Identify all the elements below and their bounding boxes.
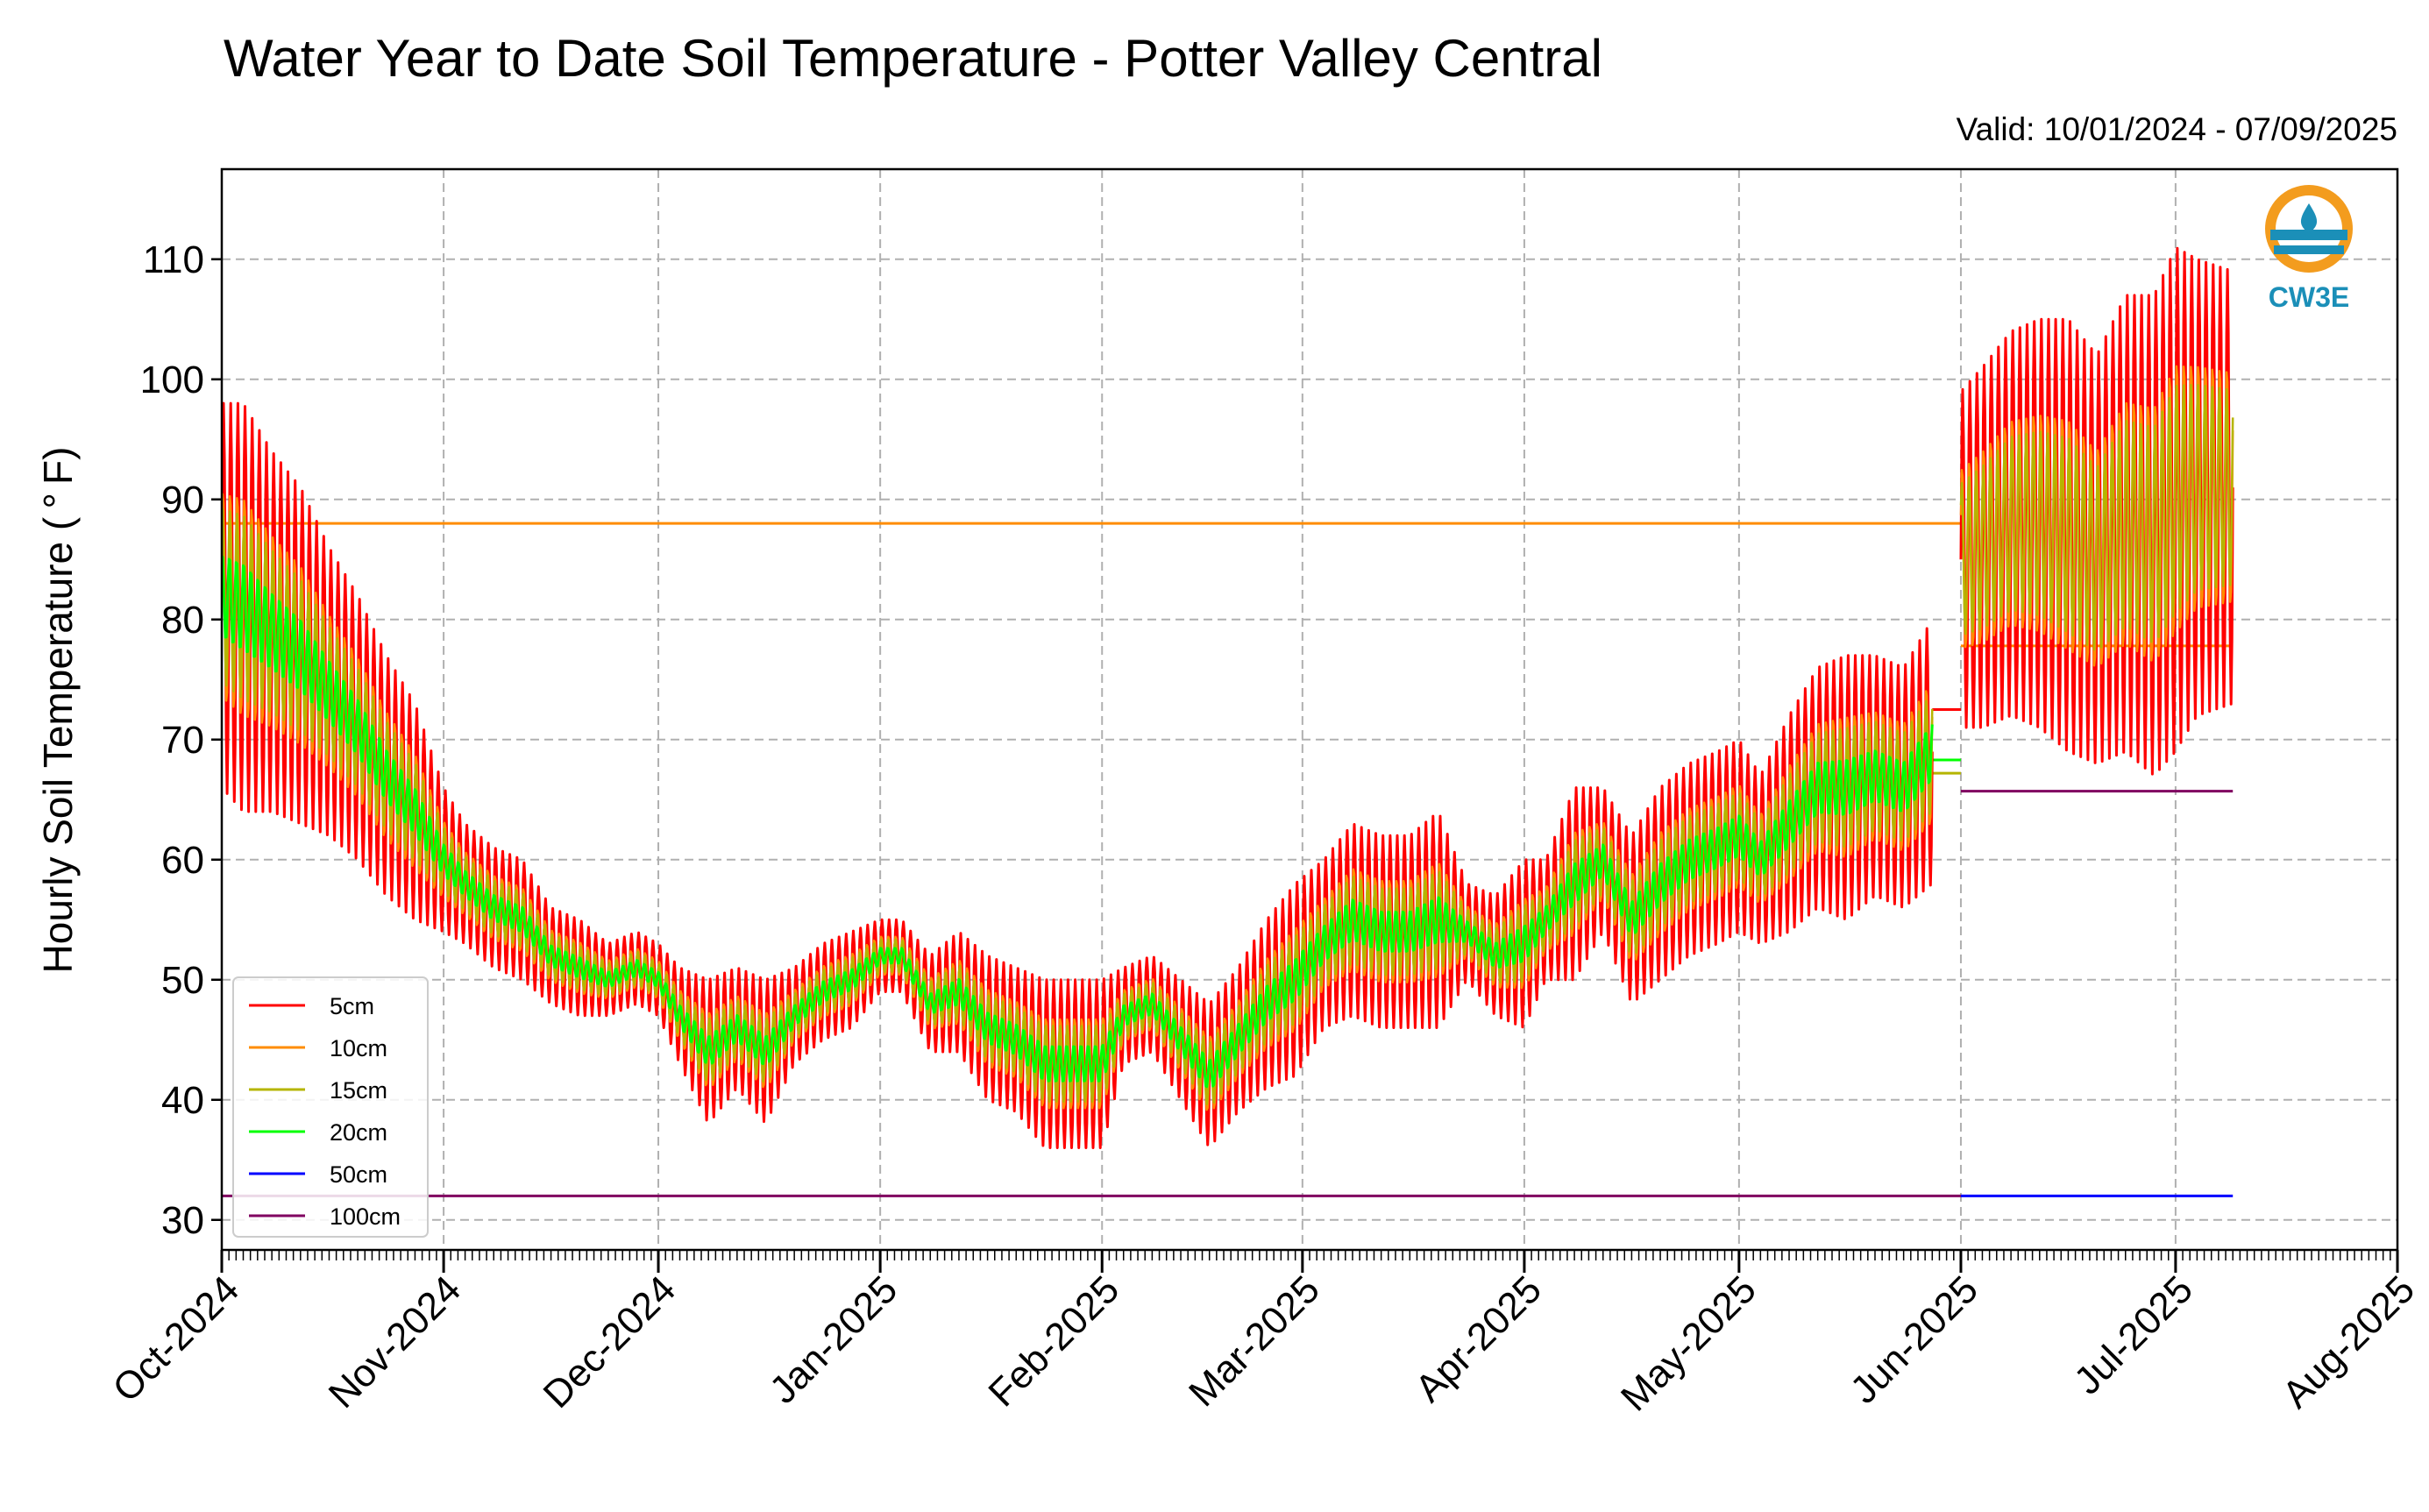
- x-tick-label: Nov-2024: [321, 1267, 470, 1416]
- x-tick-label: Jul-2025: [2066, 1267, 2201, 1402]
- legend-label-15cm: 15cm: [330, 1077, 387, 1104]
- x-tick-label: Jan-2025: [762, 1267, 906, 1411]
- legend: 5cm 10cm 15cm 20cm 50cm 100cm: [232, 976, 429, 1238]
- x-tick-label: Oct-2024: [104, 1267, 247, 1410]
- logo-wave-icon-2: [2274, 245, 2344, 254]
- x-axis: Oct-2024 Nov-2024 Dec-2024 Jan-2025 Feb-2025…: [104, 1250, 2423, 1419]
- x-tick-label: Dec-2024: [536, 1267, 685, 1416]
- y-tick-label: 50: [161, 959, 204, 1002]
- x-tick-label: May-2025: [1613, 1267, 1765, 1419]
- logo-drop-icon: [2300, 203, 2318, 233]
- legend-box: [232, 976, 429, 1238]
- y-tick-label: 100: [140, 358, 204, 401]
- logo-wave-icon: [2270, 230, 2347, 240]
- y-tick-label: 90: [161, 479, 204, 522]
- legend-label-20cm: 20cm: [330, 1119, 387, 1146]
- legend-label-100cm: 100cm: [330, 1203, 401, 1230]
- y-tick-label: 40: [161, 1079, 204, 1122]
- legend-label-50cm: 50cm: [330, 1161, 387, 1188]
- cw3e-logo: CW3E: [2265, 185, 2353, 313]
- y-axis: 30 40 50 60 70 80 90 100 110: [140, 238, 222, 1242]
- y-tick-label: 80: [161, 599, 204, 642]
- chart-title: Water Year to Date Soil Temperature - Po…: [224, 29, 1602, 88]
- series-5cm-line: [222, 401, 1934, 1149]
- y-tick-label: 70: [161, 719, 204, 762]
- x-tick-label: Aug-2025: [2274, 1267, 2423, 1416]
- x-tick-label: Apr-2025: [1407, 1267, 1550, 1410]
- logo-text: CW3E: [2269, 281, 2349, 313]
- y-axis-label: Hourly Soil Temperature ( ° F): [35, 447, 81, 974]
- series-15cm-line-diurnal: [1959, 383, 2234, 651]
- legend-label-5cm: 5cm: [330, 993, 374, 1019]
- series-layer: [222, 246, 2234, 1197]
- y-tick-label: 110: [143, 238, 204, 281]
- x-tick-label: Jun-2025: [1843, 1267, 1986, 1411]
- x-tick-label: Feb-2025: [980, 1267, 1127, 1415]
- legend-label-10cm: 10cm: [330, 1035, 387, 1061]
- series-20cm-line-diurnal: [222, 555, 1934, 1089]
- chart-subtitle: Valid: 10/01/2024 - 07/09/2025: [1957, 111, 2397, 147]
- y-tick-label: 30: [161, 1199, 204, 1242]
- y-tick-label: 60: [161, 839, 204, 882]
- x-tick-label: Mar-2025: [1181, 1267, 1328, 1415]
